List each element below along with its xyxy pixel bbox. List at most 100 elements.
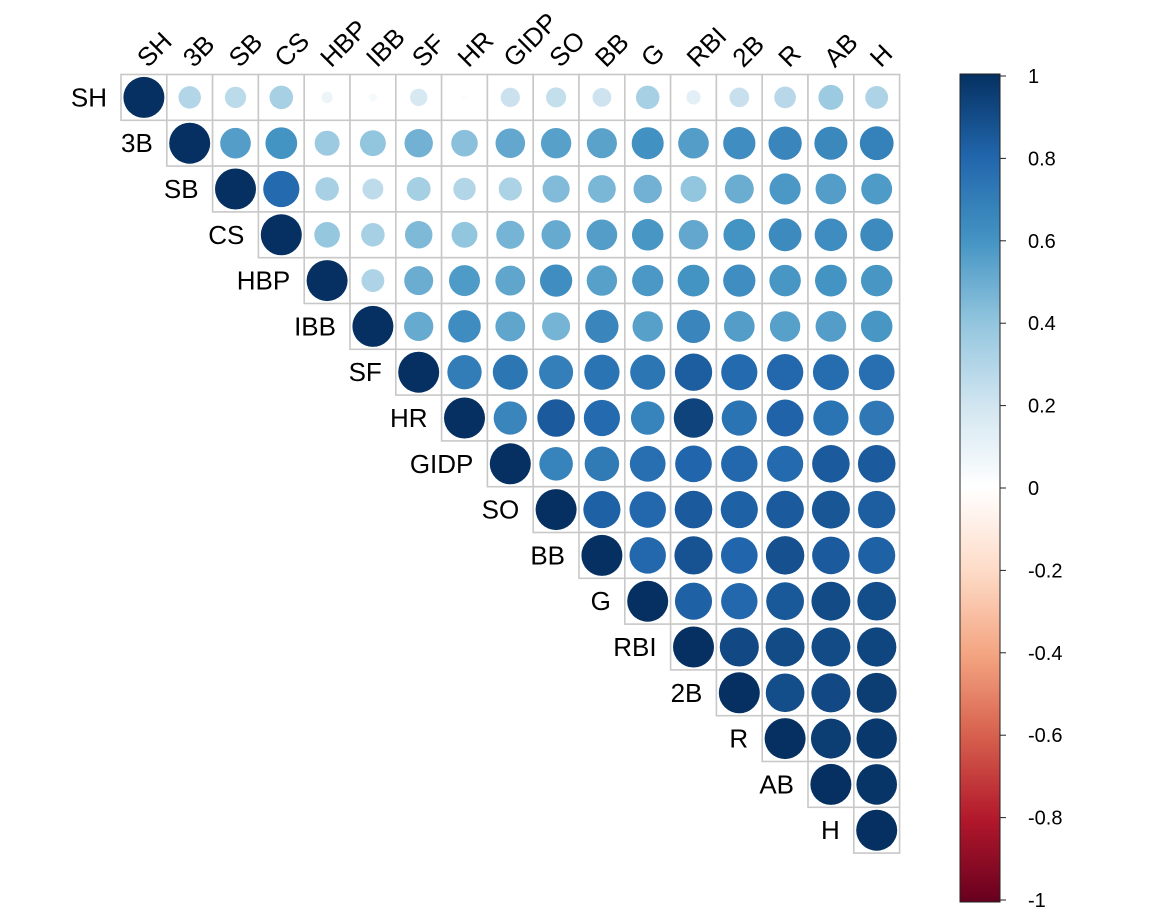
corr-circle-CS-BB [586, 219, 618, 251]
row-label-BB: BB [530, 540, 565, 570]
corr-circle-CS-R [768, 218, 802, 252]
col-label-HBP: HBP [314, 14, 373, 73]
colorbar-tick-label: -0.8 [1028, 808, 1062, 830]
corr-circle-3B-SF [404, 128, 433, 158]
corr-circle-IBB-R [769, 311, 801, 342]
col-label-G: G [635, 37, 671, 73]
col-label-R: R [772, 38, 806, 72]
col-label-SF: SF [406, 28, 451, 73]
corr-circle-SB-SB [215, 168, 256, 210]
corr-circle-CS-AB [814, 218, 848, 252]
corr-circle-SB-BB [587, 175, 616, 203]
colorbar-tick-label: -0.6 [1028, 725, 1062, 747]
col-label-CS: CS [268, 26, 315, 73]
corr-circle-3B-GIDP [495, 128, 526, 158]
corr-circle-G-G [627, 580, 669, 622]
corr-circle-2B-2B [718, 672, 760, 714]
corr-circle-3B-IBB [359, 130, 386, 157]
corr-circle-SF-SO [539, 355, 574, 390]
corr-circle-SO-G [629, 491, 666, 528]
corr-circle-BB-R [765, 536, 805, 575]
corr-circle-RBI-2B [719, 627, 759, 667]
corr-circle-SB-RBI [680, 176, 707, 202]
corr-circle-IBB-AB [815, 311, 847, 342]
row-label-SO: SO [482, 495, 520, 525]
corr-circle-GIDP-G [629, 445, 666, 482]
corr-circle-IBB-IBB [352, 305, 394, 347]
corr-circle-SF-AB [812, 354, 849, 391]
corr-circle-HR-RBI [673, 398, 714, 438]
corr-circle-G-H [857, 581, 897, 621]
corr-circle-BB-BB [581, 534, 623, 576]
row-label-GIDP: GIDP [410, 449, 474, 479]
corr-circle-SB-SO [542, 175, 570, 203]
corr-circle-IBB-RBI [676, 309, 711, 344]
corr-circle-BB-H [858, 536, 896, 574]
corr-circle-G-2B [721, 582, 758, 620]
corr-circle-HBP-GIDP [495, 265, 526, 296]
corr-circle-HBP-HR [449, 265, 480, 297]
corr-circle-SH-2B [729, 87, 750, 108]
corr-circle-SO-BB [583, 491, 621, 529]
corr-circle-SO-SO [535, 489, 577, 531]
corr-circle-BB-2B [720, 537, 758, 574]
corr-circle-3B-AB [814, 126, 848, 160]
row-label-2B: 2B [671, 678, 703, 708]
corr-circle-BB-RBI [674, 536, 713, 575]
corr-circle-IBB-G [632, 311, 663, 342]
corr-circle-RBI-AB [811, 627, 851, 667]
corr-circle-2B-AB [811, 673, 851, 713]
corr-circle-CS-H [860, 218, 894, 252]
corr-circle-3B-HBP [314, 130, 340, 156]
colorbar-tick-label: -0.2 [1028, 560, 1062, 582]
corr-circle-SH-R [774, 86, 796, 109]
corr-circle-G-AB [811, 581, 851, 621]
corr-circle-HR-SO [537, 399, 575, 437]
corr-circle-3B-HR [451, 129, 478, 157]
colorbar-tick-label: 0.8 [1028, 148, 1056, 170]
colorbar-tick-label: -0.4 [1028, 643, 1062, 665]
corr-circle-SB-2B [724, 174, 754, 204]
corr-circle-SH-HBP [321, 91, 333, 104]
corr-circle-AB-AB [810, 763, 852, 805]
corr-circle-SH-GIDP [500, 87, 520, 108]
corr-circle-SH-HR [461, 94, 468, 101]
corr-circle-3B-2B [723, 127, 756, 160]
corr-circle-2B-R [765, 673, 805, 713]
corr-circle-HR-H [859, 400, 895, 436]
corr-circle-SF-HR [447, 355, 482, 390]
corr-circle-IBB-2B [723, 311, 755, 342]
corr-circle-2B-H [856, 672, 897, 713]
corr-circle-SH-CS [269, 85, 294, 110]
row-label-SH: SH [71, 82, 107, 112]
corr-circle-HBP-IBB [361, 269, 385, 293]
corr-circle-SH-SH [123, 76, 165, 118]
corr-circle-HBP-G [632, 264, 664, 297]
row-label-IBB: IBB [294, 311, 336, 341]
corr-circle-SH-AB [818, 84, 844, 110]
corr-circle-SF-SF [398, 351, 440, 393]
corr-circle-CS-CS [260, 214, 302, 256]
corr-circle-BB-AB [812, 536, 850, 575]
corr-circle-RBI-RBI [673, 626, 714, 668]
corr-circle-SO-2B [720, 491, 758, 529]
corr-circle-HR-2B [721, 400, 757, 436]
corr-circle-BB-G [629, 537, 666, 574]
corr-circle-CS-SO [541, 220, 571, 250]
col-label-H: H [864, 38, 898, 72]
corr-circle-HBP-H [860, 264, 893, 297]
col-label-SH: SH [131, 26, 178, 73]
colorbar-tick-label: 0.4 [1028, 313, 1056, 335]
row-label-R: R [729, 724, 748, 754]
corr-circle-3B-SB [220, 127, 251, 159]
corr-circle-SB-HR [453, 177, 476, 201]
corr-circle-3B-R [768, 126, 802, 160]
corr-circle-HBP-2B [723, 264, 756, 297]
corr-circle-3B-CS [265, 127, 298, 160]
row-label-3B: 3B [121, 128, 153, 158]
corr-circle-SH-IBB [368, 93, 377, 102]
corr-circle-CS-HR [451, 221, 478, 248]
corr-circle-SF-G [630, 354, 666, 390]
corr-circle-SB-H [861, 173, 893, 205]
